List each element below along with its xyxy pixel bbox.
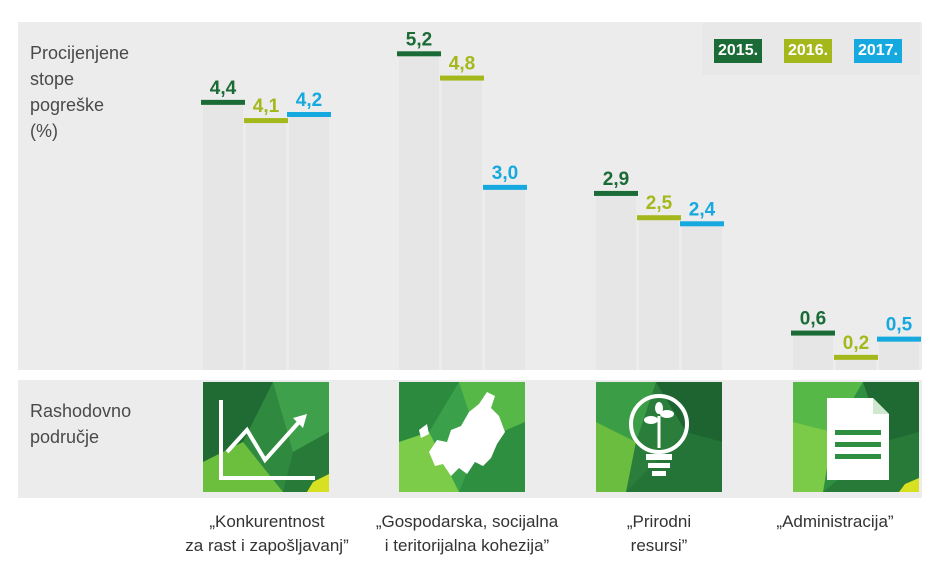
x-axis-title: Rashodovno područje xyxy=(30,398,131,450)
category-label-line: „Prirodni xyxy=(626,512,692,531)
data-label: 4,4 xyxy=(210,78,237,99)
x-title-line: područje xyxy=(30,427,100,447)
bar xyxy=(596,193,636,370)
data-label: 0,5 xyxy=(886,315,913,336)
legend-item-2017: 2017. xyxy=(854,39,903,63)
legend: 2015. 2016. 2017. xyxy=(702,23,920,75)
y-title-line: pogreške xyxy=(30,95,105,115)
lightbulb-plant-icon xyxy=(596,382,722,492)
growth-chart-icon xyxy=(203,382,329,492)
category-label-competitiveness: „Konkurentnost za rast i zapošljavanj” xyxy=(172,510,362,558)
data-label: 2,9 xyxy=(603,169,629,190)
europe-map-icon xyxy=(399,382,525,492)
data-label: 0,2 xyxy=(843,333,869,354)
category-label-line: „Konkurentnost xyxy=(209,512,325,531)
data-label: 5,2 xyxy=(406,29,432,50)
data-label: 4,1 xyxy=(253,96,280,117)
legend-item-2015: 2015. xyxy=(714,39,763,63)
category-label-line: „Gospodarska, socijalna xyxy=(375,512,559,531)
category-label-line: za rast i zapošljavanj” xyxy=(185,536,349,555)
bar xyxy=(793,333,833,370)
legend-item-2016: 2016. xyxy=(784,39,833,63)
bar-cap xyxy=(877,336,921,342)
bar-cap xyxy=(594,190,638,196)
x-title-line: Rashodovno xyxy=(30,401,132,421)
data-label: 0,6 xyxy=(800,309,826,330)
bar xyxy=(399,54,439,371)
y-axis-title: Procijenjene stope pogreške (%) xyxy=(30,40,129,144)
category-label-line: „Administracija” xyxy=(776,512,894,531)
bar-cap xyxy=(791,330,835,336)
bar xyxy=(289,115,329,370)
data-label: 3,0 xyxy=(492,163,518,184)
bar-cap xyxy=(440,75,484,81)
bar-cap xyxy=(397,51,441,57)
category-label-line: i teritorijalna kohezija” xyxy=(384,536,550,555)
category-label-line: resursi” xyxy=(630,536,688,555)
bar-cap xyxy=(680,221,724,227)
bar xyxy=(639,218,679,370)
data-label: 4,2 xyxy=(296,90,322,111)
bar xyxy=(442,78,482,371)
category-label-cohesion: „Gospodarska, socijalna i teritorijalna … xyxy=(367,510,567,558)
bar-cap xyxy=(834,354,878,360)
data-label: 2,4 xyxy=(689,199,716,220)
y-title-line: stope xyxy=(30,69,75,89)
bar xyxy=(836,357,876,370)
bar xyxy=(246,121,286,370)
bar xyxy=(485,187,525,370)
category-label-administration: „Administracija” xyxy=(740,510,930,534)
document-icon xyxy=(793,382,919,492)
bar xyxy=(879,339,919,370)
bar-cap xyxy=(244,118,288,124)
bar-cap xyxy=(637,215,681,221)
bar xyxy=(682,224,722,370)
bar-cap xyxy=(201,99,245,105)
bar-cap xyxy=(483,184,527,190)
data-label: 2,5 xyxy=(646,193,673,214)
category-label-natural-resources: „Prirodni resursi” xyxy=(564,510,754,558)
y-title-line: (%) xyxy=(30,121,58,141)
y-title-line: Procijenjene xyxy=(30,43,130,63)
data-label: 4,8 xyxy=(449,54,475,75)
bar-cap xyxy=(287,112,331,117)
bar xyxy=(203,102,243,370)
